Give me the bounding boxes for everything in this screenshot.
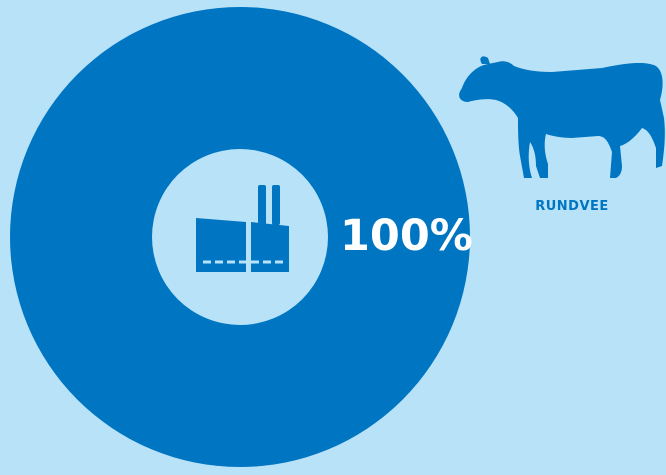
cow-icon <box>459 56 665 178</box>
legend-item-label: RUNDVEE <box>535 199 609 214</box>
factory-icon <box>196 185 289 272</box>
slice-data-label: 100% <box>340 211 473 261</box>
